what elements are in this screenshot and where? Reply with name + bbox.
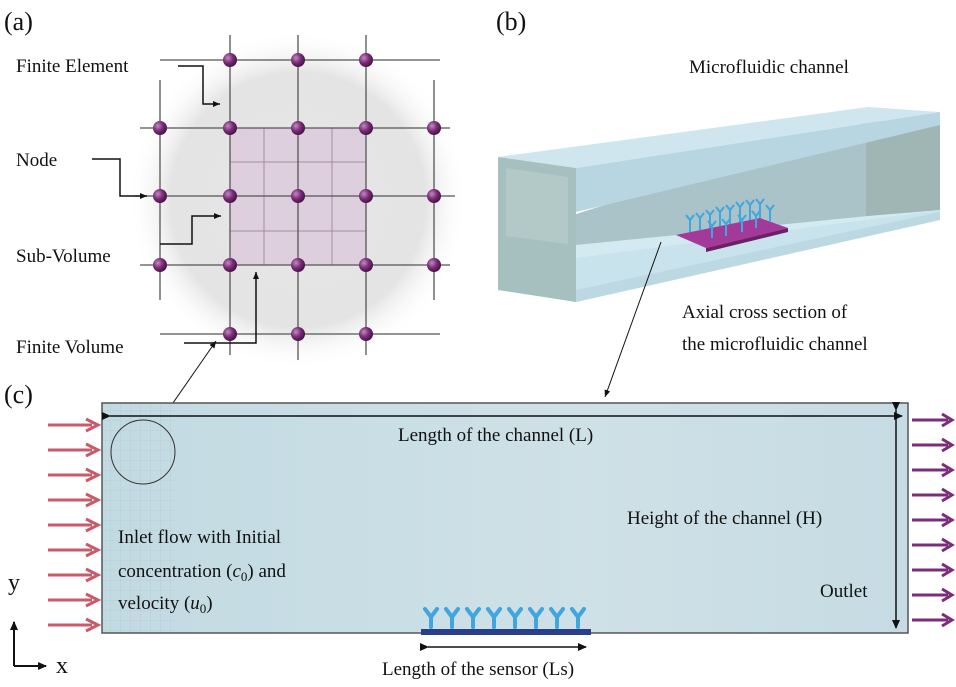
outlet-arrow	[912, 612, 955, 628]
antibody-array-2d	[423, 607, 586, 629]
inlet-arrow	[48, 492, 102, 508]
outlet-arrow	[912, 512, 955, 528]
outlet-arrow	[912, 412, 955, 428]
node	[359, 327, 373, 341]
node	[359, 53, 373, 67]
sensor-length-label: Length of the sensor (Ls)	[382, 659, 574, 680]
node	[359, 121, 373, 135]
node	[427, 121, 441, 135]
node	[427, 189, 441, 203]
outlet-arrow	[912, 587, 955, 603]
inlet-arrows	[48, 417, 102, 633]
inlet-arrow	[48, 467, 102, 483]
cross-section-label-line1: Axial cross section of	[682, 302, 848, 323]
sub-volume-leader	[160, 213, 221, 245]
node	[153, 189, 167, 203]
node	[291, 53, 305, 67]
microfluidic-channel-title: Microfluidic channel	[689, 57, 849, 78]
panel-c: (c) Length of the channel (L) Height of …	[4, 380, 955, 680]
finite-element-label: Finite Element	[16, 56, 129, 77]
panel-c-label: (c)	[4, 380, 33, 409]
node	[223, 258, 237, 272]
sensor-pad	[676, 218, 788, 248]
panel-a: (a)	[4, 7, 468, 370]
sensor-2d	[421, 607, 591, 635]
sensor-base	[421, 629, 591, 635]
inlet-label-line1: Inlet flow with Initial	[118, 527, 281, 548]
axes-indicator: y x	[8, 570, 68, 679]
cross-section-pointer	[604, 241, 662, 398]
inlet-arrow	[48, 442, 102, 458]
node	[223, 189, 237, 203]
node	[223, 121, 237, 135]
inlet-arrow	[48, 517, 102, 533]
inlet-arrow	[48, 567, 102, 583]
outlet-arrow	[912, 487, 955, 503]
outlet-arrow	[912, 562, 955, 578]
node	[153, 258, 167, 272]
outlet-arrows	[912, 412, 955, 628]
node	[291, 327, 305, 341]
channel-bottom-edge	[576, 212, 940, 302]
inlet-label-line2: concentration (c0) and	[118, 561, 286, 584]
finite-element-leader	[178, 65, 220, 107]
x-axis-label: x	[56, 653, 68, 679]
node	[223, 53, 237, 67]
finite-volume-leader	[184, 272, 259, 344]
y-axis-label: y	[8, 570, 20, 596]
outlet-arrow	[912, 437, 955, 453]
outlet-arrow	[912, 537, 955, 553]
sub-volume-label: Sub-Volume	[16, 246, 111, 267]
channel-length-label: Length of the channel (L)	[398, 425, 593, 446]
node	[153, 121, 167, 135]
channel-2d	[101, 402, 909, 634]
panel-b-label: (b)	[496, 7, 526, 36]
node-label: Node	[16, 150, 57, 171]
inlet-arrow	[48, 417, 102, 433]
outlet-label: Outlet	[820, 581, 868, 602]
channel-front-inner	[506, 168, 568, 244]
node	[427, 258, 441, 272]
channel-top-face	[498, 107, 940, 168]
sensor-3d	[676, 198, 788, 252]
node	[291, 189, 305, 203]
channel-end-wall	[866, 122, 940, 218]
channel-height-label: Height of the channel (H)	[627, 508, 822, 529]
inlet-label-line3: velocity (u0)	[118, 593, 213, 616]
panel-b: (b) Microfluidic channel	[156, 7, 940, 427]
inlet-mesh	[103, 404, 175, 632]
antibody-array-3d	[685, 198, 775, 238]
node	[291, 121, 305, 135]
panel-a-label: (a)	[4, 7, 33, 36]
node-set	[153, 53, 441, 341]
cross-section-label-line2: the microfluidic channel	[682, 334, 868, 355]
inlet-arrow	[48, 617, 102, 633]
node	[223, 327, 237, 341]
inlet-arrow	[48, 542, 102, 558]
node-leader	[92, 158, 147, 199]
node	[291, 258, 305, 272]
outlet-arrow	[912, 462, 955, 478]
finite-volume-label: Finite Volume	[16, 337, 124, 358]
channel-3d-model	[498, 107, 940, 302]
inlet-arrow	[48, 592, 102, 608]
node	[359, 258, 373, 272]
node	[359, 189, 373, 203]
sensor-pad-edge	[706, 228, 788, 252]
mesh-zoom-circle	[110, 419, 176, 485]
channel-top-thickness	[576, 112, 940, 212]
